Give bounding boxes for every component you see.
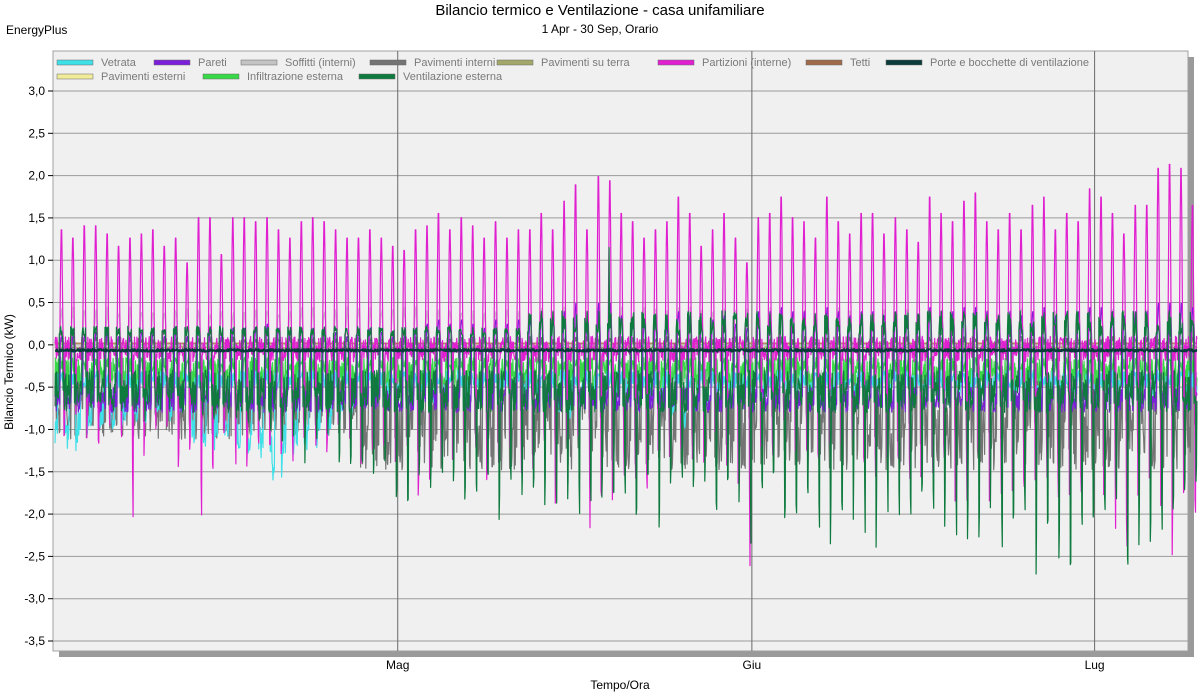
chart-title: Bilancio termico e Ventilazione - casa u… [435, 2, 765, 19]
legend-swatch [885, 59, 923, 66]
legend-label: Vetrata [101, 57, 137, 69]
y-tick-label: 0,5 [28, 296, 45, 310]
x-axis-label: Tempo/Ora [590, 678, 650, 692]
brand-label: EnergyPlus [6, 23, 68, 37]
legend-swatch [657, 59, 695, 66]
y-tick-label: -0,5 [24, 380, 45, 394]
y-tick-label: -3,5 [24, 634, 45, 648]
legend-label: Tetti [850, 57, 870, 69]
series-line-ventilation [54, 246, 1198, 575]
legend-swatch [805, 59, 843, 66]
x-tick-label: Lug [1085, 658, 1105, 672]
legend-label: Pavimenti su terra [541, 57, 631, 69]
y-axis: 3,0 2,5 2,0 1,5 1,0 0,5 0,0 -0,5 -1,0 -1,5 -2,0 -2,… [24, 84, 53, 648]
legend-label: Infiltrazione esterna [247, 71, 344, 83]
legend-label: Soffitti (interni) [285, 57, 356, 69]
x-axis: Mag Giu Lug [386, 658, 1105, 672]
legend-label: Pareti [198, 57, 227, 69]
y-tick-label: 1,5 [28, 211, 45, 225]
chart-subtitle: 1 Apr - 30 Sep, Orario [541, 22, 659, 36]
legend-label: Porte e bocchette di ventilazione [930, 57, 1089, 69]
y-tick-label: -1,0 [24, 422, 45, 436]
x-tick-label: Mag [386, 658, 409, 672]
legend-swatch [153, 59, 191, 66]
y-tick-label: 1,0 [28, 253, 45, 267]
y-tick-label: 0,0 [28, 338, 45, 352]
y-tick-label: 3,0 [28, 84, 45, 98]
y-tick-label: -1,5 [24, 465, 45, 479]
y-tick-label: -2,5 [24, 549, 45, 563]
y-tick-label: -2,0 [24, 507, 45, 521]
legend-swatch [240, 59, 278, 66]
y-tick-label: 2,5 [28, 126, 45, 140]
y-tick-label: 2,0 [28, 169, 45, 183]
legend-label: Partizioni (interne) [702, 57, 791, 69]
legend-label: Ventilazione esterna [403, 71, 503, 83]
y-axis-label: Bilancio Termico (kW) [2, 314, 16, 430]
legend-swatch [202, 73, 240, 80]
legend-swatch [496, 59, 534, 66]
y-tick-label: -3,0 [24, 592, 45, 606]
legend-swatch [369, 59, 407, 66]
series-group [54, 163, 1198, 575]
legend: Vetrata Pareti Soffitti (interni) Pavimenti… [56, 57, 1089, 83]
legend-swatch [56, 59, 94, 66]
legend-label: Pavimenti esterni [101, 71, 185, 83]
legend-swatch [358, 73, 396, 80]
series-line-doors [54, 348, 1198, 353]
legend-swatch [56, 73, 94, 80]
legend-label: Pavimenti interni [414, 57, 495, 69]
x-tick-label: Giu [743, 658, 762, 672]
